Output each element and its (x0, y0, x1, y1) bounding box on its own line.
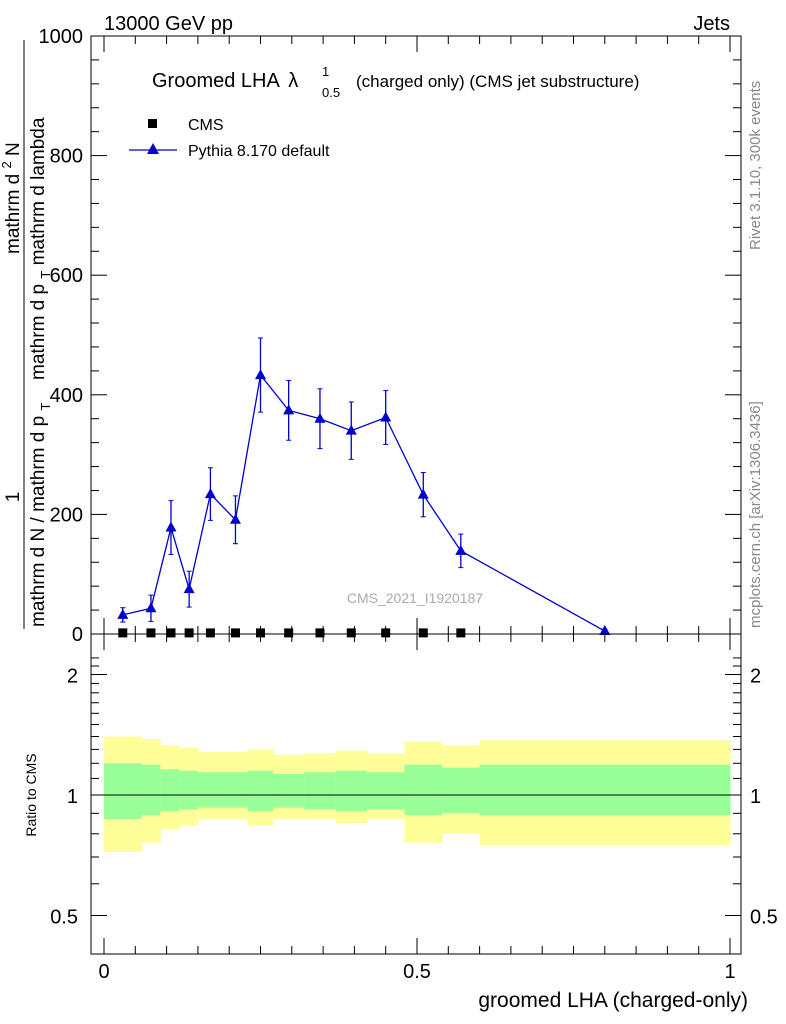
pythia-point (183, 583, 195, 594)
ratio-inner-band (366, 772, 405, 810)
pythia-point (117, 608, 129, 619)
y-tick-label: 0 (72, 624, 83, 646)
ratio-y-axis: 0.5 0.5 1 1 2 2 (50, 657, 778, 929)
pythia-point (255, 369, 266, 380)
ylabel-fraction-denominator-sub: T (38, 271, 53, 279)
ratio-inner-band (247, 770, 274, 812)
ylabel-numerator: 1 (3, 492, 24, 503)
ratio-inner-band (141, 764, 161, 816)
cms-point (166, 628, 176, 638)
ratio-y-tick-label: 0.5 (50, 907, 78, 929)
mcplots-side-label: mcplots.cern.ch [arXiv:1306.3436] (747, 401, 764, 628)
plot-title-sub: 0.5 (322, 85, 340, 100)
legend-cms-label: CMS (188, 117, 224, 134)
plot-title-symbol: λ (288, 70, 298, 92)
pythia-point (345, 424, 357, 435)
cms-point (456, 628, 466, 638)
ratio-y-tick-label-right: 1 (750, 786, 761, 808)
ratio-y-tick-label-right: 0.5 (750, 907, 778, 929)
cms-point (381, 628, 391, 638)
y-tick-label: 600 (50, 265, 83, 287)
pythia-point (165, 521, 177, 532)
cms-point (118, 628, 128, 638)
ratio-inner-band (335, 770, 368, 812)
ylabel-denominator: mathrm d N / mathrm d p T (28, 403, 53, 627)
ratio-y-label: Ratio to CMS (23, 753, 39, 836)
pythia-point (380, 411, 392, 422)
ratio-inner-band (160, 769, 180, 812)
ylabel-fraction-denominator-text: mathrm d p (28, 284, 49, 380)
ylabel-fraction-denominator-rest: mathrm d lambda (28, 117, 49, 265)
plot-title-rest: (charged only) (CMS jet substructure) (356, 72, 639, 91)
cms-point (230, 628, 240, 638)
header-right: Jets (693, 13, 730, 35)
main-plot: 0 200 400 600 800 1000 Groomed LHA λ 1 0.5 (c… (39, 26, 742, 646)
y-tick-label: 200 (50, 504, 83, 526)
legend-pythia-marker (147, 143, 159, 154)
ratio-y-tick-label-right: 2 (750, 666, 761, 688)
cms-point (315, 628, 325, 638)
ylabel-fraction-denominator: mathrm d p T mathrm d lambda (28, 117, 55, 380)
cms-point (146, 628, 156, 638)
ylabel-fraction-numerator-text: mathrm d (3, 174, 24, 254)
ylabel-fraction-numerator-sup: 2 (0, 161, 14, 168)
pythia-point (145, 602, 157, 613)
ratio-inner-band (442, 767, 481, 814)
pythia-point (283, 404, 295, 415)
main-y-axis: 0 200 400 600 800 1000 (39, 26, 741, 646)
ratio-inner-band (179, 770, 199, 810)
x-tick-label: 0.5 (403, 961, 431, 983)
main-y-label: 1 mathrm d N / mathrm d p T mathrm d 2 N… (0, 40, 55, 629)
ratio-inner-band (304, 772, 337, 810)
ratio-inner-band (404, 764, 443, 816)
plot-title-sup: 1 (322, 64, 329, 79)
plot-title-main: Groomed LHA (152, 70, 280, 92)
ratio-bands (91, 736, 741, 853)
legend: CMS Pythia 8.170 default (129, 117, 330, 160)
y-tick-label: 800 (50, 146, 83, 168)
x-tick-label: 1 (724, 961, 735, 983)
ratio-inner-band (104, 763, 143, 820)
ratio-y-tick-label: 2 (67, 666, 78, 688)
ylabel-fraction-numerator: mathrm d 2 N (0, 142, 24, 254)
cms-point (418, 628, 428, 638)
pythia-point (314, 412, 326, 423)
pythia-point (204, 488, 216, 499)
plot-title: Groomed LHA λ (152, 70, 298, 92)
y-tick-label: 1000 (39, 26, 84, 48)
x-axis-label: groomed LHA (charged-only) (478, 989, 748, 1012)
cms-point (284, 628, 294, 638)
ylabel-fraction-numerator-rest: N (3, 142, 24, 156)
ratio-inner-band (273, 773, 305, 808)
ratio-y-tick-label: 1 (67, 786, 78, 808)
pythia-line (122, 373, 606, 632)
legend-pythia-label: Pythia 8.170 default (188, 143, 330, 160)
ylabel-denominator-text: mathrm d N / mathrm d p (28, 416, 49, 627)
x-tick-label: 0 (98, 961, 109, 983)
legend-cms-marker (148, 119, 157, 128)
pythia-point (455, 544, 467, 555)
pythia-point (417, 488, 429, 499)
ratio-inner-band (197, 772, 224, 808)
cms-point (256, 628, 265, 638)
pythia-point (229, 513, 241, 524)
ratio-inner-band (222, 772, 249, 808)
pythia-point (599, 625, 611, 636)
ratio-plot: 0.5 0.51 12 2 0 0.5 1 Ratio to CMS (23, 633, 778, 983)
ratio-plot-frame (90, 633, 742, 955)
main-data (117, 337, 611, 638)
ylabel-denominator-sub: T (38, 403, 53, 411)
ratio-inner-band (479, 764, 731, 816)
cms-point (184, 628, 194, 638)
cms-point (346, 628, 356, 638)
header-left: 13000 GeV pp (104, 13, 233, 35)
watermark: CMS_2021_I1920187 (347, 590, 483, 606)
ratio-x-axis: 0 0.5 1 (98, 634, 736, 983)
cms-point (205, 628, 215, 638)
y-tick-label: 400 (50, 385, 83, 407)
rivet-side-label: Rivet 3.1.10, 300k events (747, 81, 764, 250)
